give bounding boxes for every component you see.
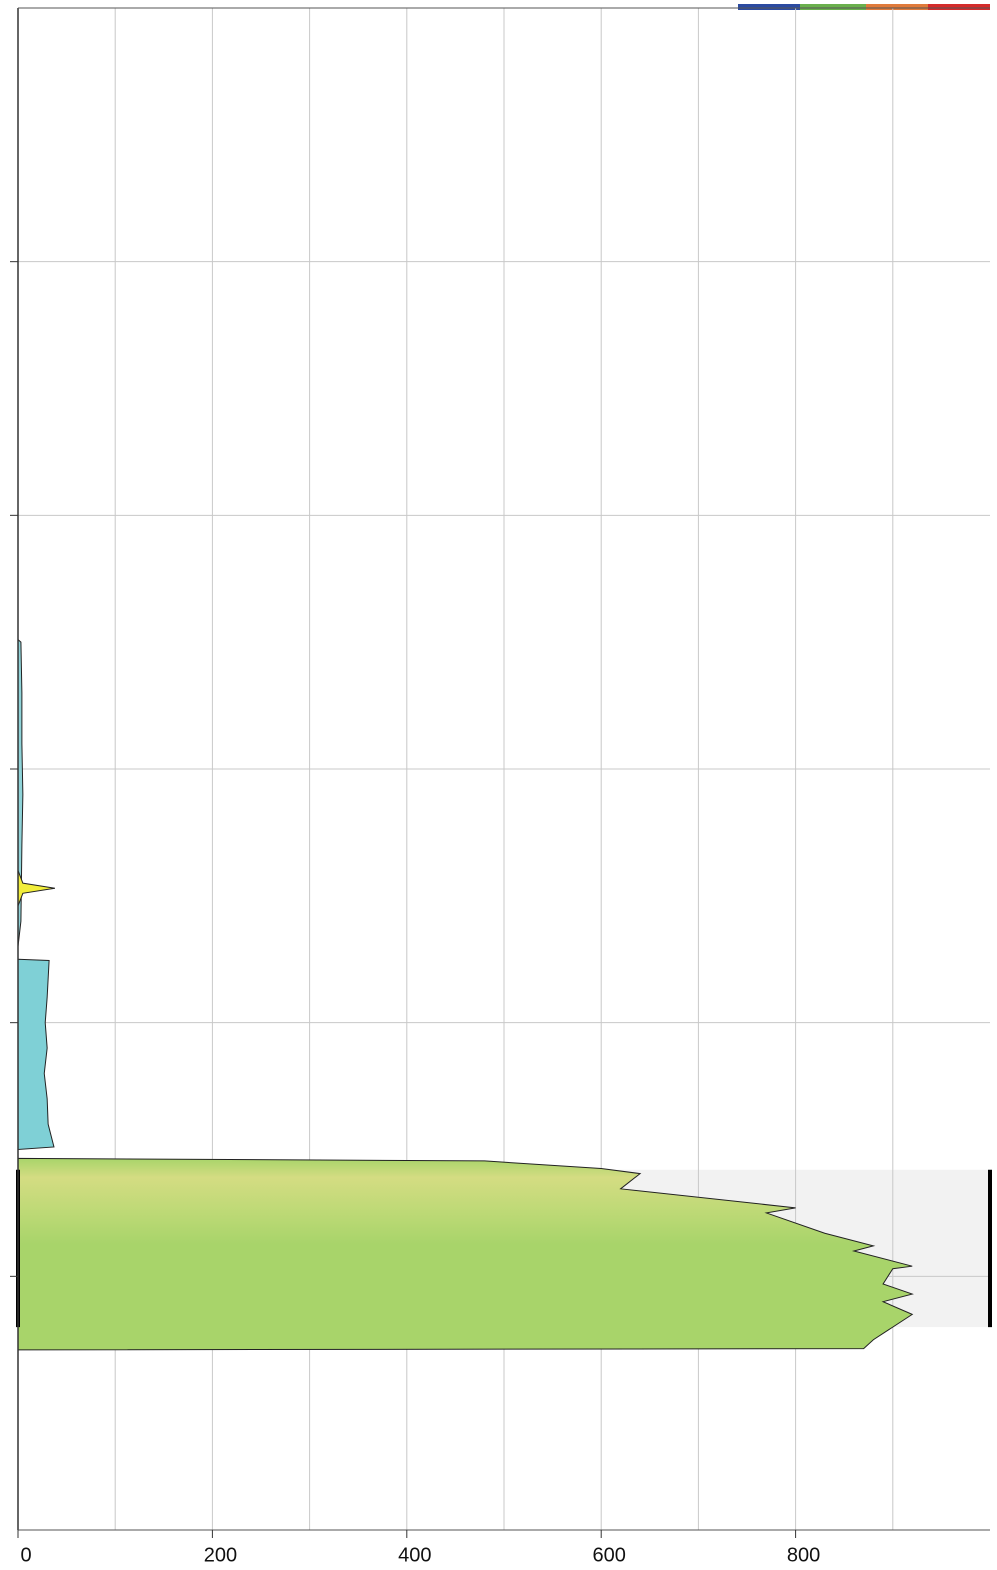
x-tick-label: 200	[204, 1544, 237, 1566]
area	[17, 638, 24, 947]
area	[17, 870, 56, 907]
area	[17, 958, 55, 1151]
scale-red	[928, 4, 990, 10]
scale-blue	[738, 4, 800, 10]
color-scale	[738, 4, 990, 10]
area	[17, 1157, 914, 1351]
x-tick-label: 0	[20, 1544, 31, 1566]
x-tick-label: 600	[593, 1544, 626, 1566]
scale-orange	[866, 4, 928, 10]
x-tick-label: 400	[398, 1544, 431, 1566]
scale-green	[800, 4, 866, 10]
x-tick-label: 800	[787, 1544, 820, 1566]
